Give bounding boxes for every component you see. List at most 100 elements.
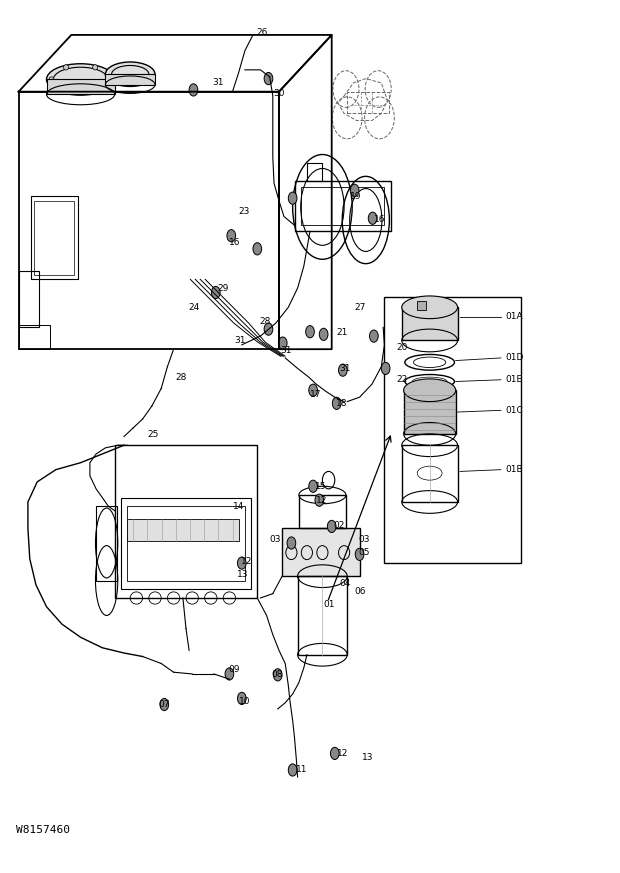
Text: 31: 31 — [280, 347, 292, 355]
Bar — [307, 163, 322, 181]
Text: 11: 11 — [296, 766, 308, 774]
Text: 13: 13 — [237, 570, 249, 579]
Ellipse shape — [327, 520, 336, 533]
Text: 24: 24 — [188, 303, 199, 312]
Bar — [127, 506, 245, 581]
Text: 18: 18 — [336, 399, 348, 408]
Ellipse shape — [64, 65, 69, 70]
Ellipse shape — [319, 328, 328, 340]
Ellipse shape — [253, 243, 262, 255]
Text: 25: 25 — [147, 430, 158, 439]
Text: 02: 02 — [333, 521, 344, 530]
Text: 17: 17 — [310, 390, 322, 399]
Ellipse shape — [160, 698, 169, 711]
Text: 03: 03 — [270, 535, 281, 544]
Text: 03: 03 — [358, 535, 370, 544]
Text: 16: 16 — [374, 216, 386, 224]
Text: 22: 22 — [397, 375, 408, 384]
Ellipse shape — [46, 64, 115, 95]
Text: 31: 31 — [339, 364, 351, 373]
Ellipse shape — [237, 557, 246, 569]
Ellipse shape — [105, 62, 155, 86]
Text: 31: 31 — [213, 79, 224, 87]
Ellipse shape — [330, 747, 339, 760]
Bar — [298, 576, 347, 655]
Text: 01: 01 — [324, 600, 335, 608]
Ellipse shape — [404, 379, 456, 402]
Text: 05: 05 — [358, 548, 370, 557]
Ellipse shape — [211, 286, 220, 299]
Bar — [294, 181, 391, 231]
Ellipse shape — [189, 84, 198, 96]
Ellipse shape — [332, 397, 341, 409]
Bar — [347, 92, 389, 113]
Text: 15: 15 — [315, 482, 327, 491]
Text: 12: 12 — [316, 496, 327, 505]
Text: 31: 31 — [234, 336, 246, 345]
Ellipse shape — [315, 494, 324, 506]
Text: 10: 10 — [239, 697, 250, 705]
Ellipse shape — [309, 480, 317, 492]
Ellipse shape — [309, 384, 317, 396]
Text: 01B: 01B — [505, 465, 523, 474]
Text: 26: 26 — [256, 28, 267, 37]
Ellipse shape — [273, 669, 282, 681]
Bar — [282, 528, 360, 576]
Bar — [384, 297, 521, 563]
Text: 08: 08 — [272, 670, 283, 679]
Text: 01E: 01E — [505, 375, 523, 384]
Text: 30: 30 — [273, 89, 285, 98]
Text: 20: 20 — [397, 343, 408, 352]
Bar — [404, 390, 456, 434]
Text: 01D: 01D — [505, 354, 524, 362]
Bar — [19, 325, 50, 349]
Text: 19: 19 — [350, 192, 362, 201]
Ellipse shape — [92, 89, 97, 94]
Ellipse shape — [278, 337, 287, 349]
Ellipse shape — [288, 192, 297, 204]
Bar — [121, 498, 251, 589]
Ellipse shape — [264, 323, 273, 335]
Bar — [402, 307, 458, 340]
Bar — [402, 445, 458, 502]
Ellipse shape — [339, 364, 347, 376]
Ellipse shape — [107, 77, 112, 82]
Bar — [417, 301, 426, 310]
Bar — [299, 495, 346, 528]
Text: 23: 23 — [239, 207, 250, 216]
Bar — [19, 271, 39, 327]
Bar — [34, 201, 74, 275]
Bar — [301, 187, 384, 225]
Ellipse shape — [355, 548, 364, 560]
Bar — [127, 519, 239, 541]
Ellipse shape — [306, 326, 314, 338]
Text: 09: 09 — [228, 665, 240, 674]
Bar — [105, 74, 155, 85]
Text: 27: 27 — [355, 303, 366, 312]
Ellipse shape — [93, 65, 98, 70]
Ellipse shape — [225, 668, 234, 680]
Text: 07: 07 — [158, 700, 170, 709]
Ellipse shape — [288, 764, 297, 776]
Text: 12: 12 — [337, 749, 348, 758]
Text: W8157460: W8157460 — [16, 826, 69, 835]
Text: 29: 29 — [217, 284, 228, 292]
Ellipse shape — [237, 692, 246, 705]
Text: 28: 28 — [175, 373, 187, 382]
Ellipse shape — [381, 362, 390, 375]
Text: 21: 21 — [336, 328, 347, 337]
Ellipse shape — [264, 72, 273, 85]
Text: 12: 12 — [241, 557, 252, 566]
Text: 13: 13 — [361, 753, 373, 762]
Text: 28: 28 — [259, 317, 270, 326]
Text: 14: 14 — [232, 502, 244, 511]
Ellipse shape — [350, 184, 359, 196]
Ellipse shape — [227, 230, 236, 242]
Ellipse shape — [402, 296, 458, 319]
Bar — [31, 196, 78, 279]
Text: 01A: 01A — [505, 313, 523, 321]
Text: 16: 16 — [229, 238, 241, 247]
Ellipse shape — [63, 89, 68, 94]
Ellipse shape — [368, 212, 377, 224]
Text: 04: 04 — [340, 579, 351, 588]
